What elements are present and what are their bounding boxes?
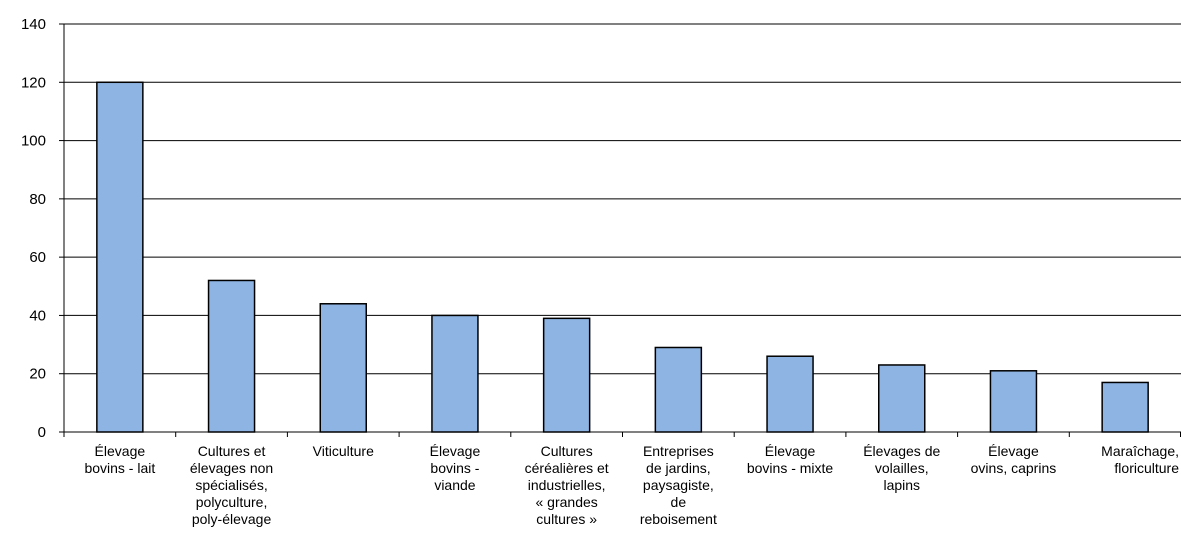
- bar: [542, 317, 591, 433]
- x-category-label-line: élevages non: [190, 460, 273, 476]
- bar: [766, 355, 814, 433]
- x-category-label-line: bovins - lait: [84, 460, 155, 476]
- x-category-label-line: industrielles,: [528, 477, 606, 493]
- x-category-label-line: ovins, caprins: [971, 460, 1057, 476]
- y-tick-label: 20: [29, 366, 46, 383]
- bars: [96, 81, 1149, 433]
- x-category-label-line: viande: [434, 477, 475, 493]
- axes: [63, 24, 1181, 437]
- x-category-label-line: bovins - mixte: [747, 460, 834, 476]
- x-category-label-line: spécialisés,: [195, 477, 267, 493]
- x-category-label-line: Viticulture: [313, 443, 374, 459]
- x-category-label-line: céréalières et: [525, 460, 609, 476]
- y-tick-label: 0: [38, 424, 46, 441]
- y-axis-ticks: 0 20 40 60 80 100 120 140: [21, 16, 64, 441]
- y-tick-label: 80: [29, 191, 46, 208]
- x-category-label: Entreprises de jardins, paysagiste, de reboi…: [640, 443, 717, 527]
- x-category-label: Élevage bovins - mixte: [747, 443, 834, 476]
- bar: [431, 314, 479, 433]
- x-category-label-line: volailles,: [875, 460, 929, 476]
- x-category-label: Cultures et élevages non spécialisés, polyc…: [190, 443, 273, 527]
- y-tick-label: 40: [29, 307, 46, 324]
- x-category-label-line: Cultures et: [198, 443, 266, 459]
- bar: [319, 303, 367, 433]
- bar: [989, 370, 1038, 433]
- bar: [878, 364, 926, 433]
- bar: [1101, 381, 1149, 433]
- y-tick-label: 120: [21, 74, 46, 91]
- x-category-label-line: Maraîchage,: [1101, 443, 1179, 459]
- x-category-label: Élevage bovins -viande: [430, 443, 481, 493]
- x-category-label-line: bovins -: [430, 460, 479, 476]
- x-category-label-line: Cultures: [541, 443, 593, 459]
- x-category-label-line: Élevage: [95, 443, 146, 459]
- x-category-label-line: lapins: [883, 477, 920, 493]
- x-category-label-line: Élevage: [765, 443, 816, 459]
- x-category-label-line: de jardins,: [646, 460, 711, 476]
- x-category-label-line: floriculture: [1114, 460, 1179, 476]
- y-tick-label: 60: [29, 249, 46, 266]
- x-category-label-line: « grandes: [536, 494, 598, 510]
- x-category-label: Cultures céréalières et industrielles, « gr…: [525, 443, 609, 527]
- x-category-label: Élevage ovins, caprins: [971, 443, 1057, 476]
- x-category-label-line: reboisement: [640, 511, 717, 527]
- x-category-label-line: de: [671, 494, 687, 510]
- x-category-label: Maraîchage, floriculture: [1101, 443, 1179, 476]
- x-category-label-line: Élevages de: [863, 443, 940, 459]
- x-category-label-line: Élevage: [988, 443, 1039, 459]
- x-category-label: Élevage bovins - lait: [84, 443, 155, 476]
- bar: [654, 346, 703, 433]
- x-category-label: Élevages de volailles, lapins: [863, 443, 940, 493]
- x-category-label-line: polyculture,: [196, 494, 268, 510]
- x-category-label-line: Élevage: [430, 443, 481, 459]
- x-category-label-line: Entreprises: [643, 443, 714, 459]
- y-tick-label: 140: [21, 16, 46, 33]
- x-category-label-line: poly-élevage: [192, 511, 272, 527]
- bar: [96, 81, 144, 433]
- y-tick-label: 100: [21, 133, 46, 150]
- x-category-label: Viticulture: [313, 443, 374, 459]
- x-category-label-line: paysagiste,: [643, 477, 714, 493]
- bar: [207, 279, 256, 433]
- x-category-label-line: cultures »: [536, 511, 597, 527]
